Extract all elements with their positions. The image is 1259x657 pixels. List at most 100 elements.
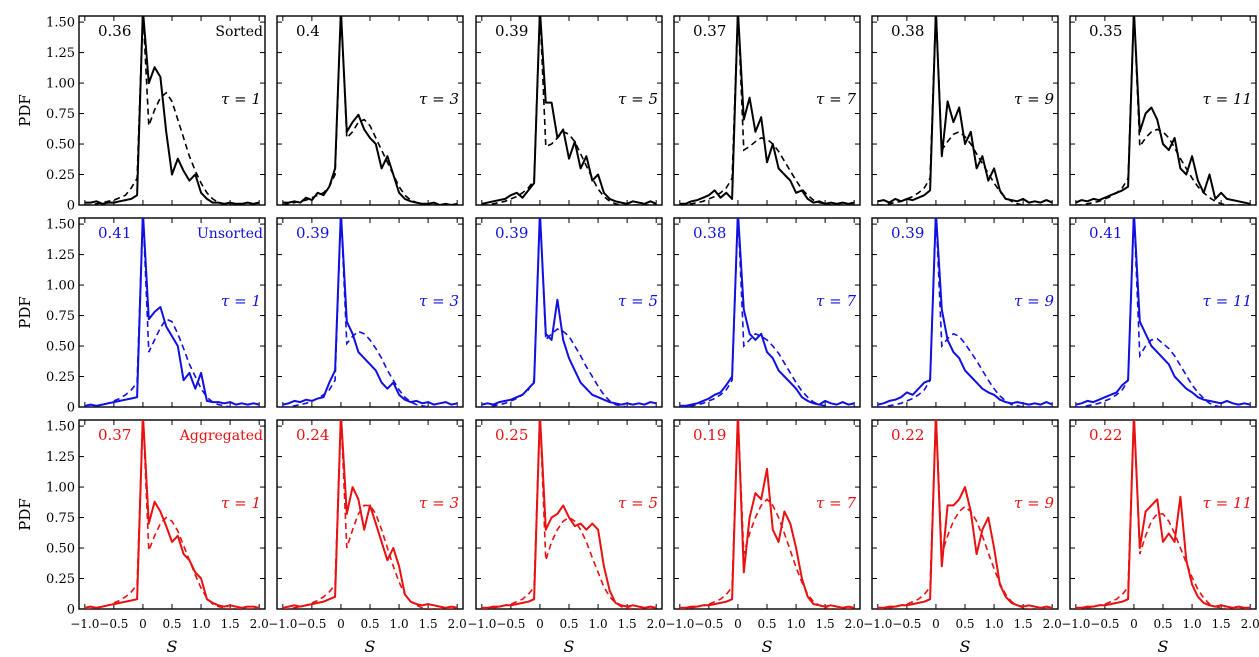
panel-stat-value: 0.39: [891, 224, 924, 242]
x-tick-label: 1.5: [1212, 617, 1231, 631]
fit-series-line: [282, 218, 458, 407]
tau-label: τ = 3: [419, 90, 459, 108]
data-series-line: [481, 420, 657, 609]
tau-label: τ = 3: [419, 292, 459, 310]
x-axis-label: S: [365, 637, 376, 656]
x-tick-label: 1.5: [221, 617, 240, 631]
x-tick-label: −1.0: [70, 617, 99, 631]
panel-aggregated-1: 0 0.25 0.50 0.75 1.00 1.25 1.50 −1.0 −0.5 0 0.5 1.0…: [46, 419, 269, 656]
row-name-label: Aggregated: [179, 428, 263, 444]
data-series-line: [877, 420, 1053, 609]
tau-label: τ = 1: [221, 292, 261, 310]
tau-label: τ = 11: [1203, 292, 1253, 310]
x-tick-label: 0: [932, 617, 940, 631]
x-tick-label: 1.0: [589, 617, 608, 631]
tau-label: τ = 7: [816, 494, 856, 512]
data-series-line: [84, 218, 260, 407]
panel-stat-value: 0.36: [98, 22, 131, 40]
x-tick-label: 2.0: [647, 617, 666, 631]
data-series-line: [877, 16, 1053, 204]
row-name-label: Sorted: [215, 24, 263, 40]
x-tick-label: −0.5: [1090, 617, 1119, 631]
fit-series-line: [1075, 16, 1251, 205]
panel-stat-value: 0.19: [693, 426, 726, 444]
tau-label: τ = 7: [816, 292, 856, 310]
panel-stat-value: 0.25: [495, 426, 528, 444]
x-tick-label: 1.5: [618, 617, 637, 631]
y-tick-label: 0: [67, 603, 75, 618]
x-axis-label: S: [1158, 637, 1169, 656]
x-tick-label: −0.5: [892, 617, 921, 631]
x-tick-label: 0: [734, 617, 742, 631]
y-tick-label: 0.25: [46, 572, 75, 587]
x-tick-label: −0.5: [496, 617, 525, 631]
data-series-line: [282, 16, 458, 205]
x-tick-label: 1.5: [419, 617, 438, 631]
x-tick-label: 1.0: [985, 617, 1004, 631]
y-tick-label: 0.75: [46, 511, 75, 526]
data-series-line: [1075, 16, 1251, 205]
y-tick-label: 1.50: [46, 16, 75, 31]
y-tick-label: 0.25: [46, 370, 75, 385]
panel-unsorted-3: 0.39 τ = 5: [475, 217, 663, 408]
panel-stat-value: 0.38: [891, 22, 924, 40]
panel-stat-value: 0.39: [296, 224, 329, 242]
panel-sorted-3: 0.39 τ = 5: [475, 15, 663, 206]
x-tick-label: −0.5: [694, 617, 723, 631]
x-tick-label: −0.5: [297, 617, 326, 631]
x-tick-label: 0.5: [162, 617, 181, 631]
panel-stat-value: 0.37: [693, 22, 726, 40]
x-axis-label: S: [762, 637, 773, 656]
panel-stat-value: 0.4: [296, 22, 320, 40]
tau-label: τ = 3: [419, 494, 459, 512]
x-tick-label: −1.0: [467, 617, 496, 631]
y-tick-label: 0.75: [46, 309, 75, 324]
x-tick-label: 2.0: [845, 617, 864, 631]
panel-unsorted-5: 0.39 τ = 9: [871, 217, 1059, 408]
tau-label: τ = 11: [1203, 494, 1253, 512]
y-tick-label: 0.75: [46, 107, 75, 122]
fit-series-line: [481, 420, 657, 609]
panel-stat-value: 0.24: [296, 426, 329, 444]
tau-label: τ = 11: [1203, 90, 1253, 108]
x-tick-label: −1.0: [268, 617, 297, 631]
fit-series-line: [84, 16, 260, 205]
x-tick-label: 1.0: [192, 617, 211, 631]
data-series-line: [679, 16, 855, 205]
x-tick-label: 2.0: [1043, 617, 1062, 631]
y-tick-label: 1.50: [46, 420, 75, 435]
x-tick-label: 0.5: [360, 617, 379, 631]
panel-aggregated-5: −1.0 −0.5 0 0.5 1.0 1.5 2.0 S 0.22 τ = 9: [863, 419, 1062, 656]
x-tick-label: 2.0: [250, 617, 269, 631]
x-tick-label: −1.0: [665, 617, 694, 631]
x-tick-label: 1.5: [816, 617, 835, 631]
fit-series-line: [877, 16, 1053, 205]
panel-stat-value: 0.22: [1089, 426, 1122, 444]
y-tick-label: 0.50: [46, 138, 75, 153]
tau-label: τ = 1: [221, 494, 261, 512]
panel-unsorted-4: 0.38 τ = 7: [673, 217, 861, 408]
fit-series-line: [84, 420, 260, 609]
x-tick-label: 0: [139, 617, 147, 631]
x-tick-label: 0: [337, 617, 345, 631]
x-tick-label: 1.0: [787, 617, 806, 631]
y-axis-label: PDF: [16, 296, 34, 329]
tau-label: τ = 9: [1014, 494, 1054, 512]
y-tick-label: 1.25: [46, 450, 75, 465]
panel-stat-value: 0.38: [693, 224, 726, 242]
panel-stat-value: 0.35: [1089, 22, 1122, 40]
y-tick-label: 1.25: [46, 46, 75, 61]
panel-stat-value: 0.41: [98, 224, 131, 242]
data-series-line: [84, 420, 260, 609]
x-tick-label: 0.5: [559, 617, 578, 631]
panel-aggregated-3: −1.0 −0.5 0 0.5 1.0 1.5 2.0 S 0.25 τ = 5: [467, 419, 666, 656]
x-tick-label: 2.0: [1241, 617, 1259, 631]
x-tick-label: 0.5: [1153, 617, 1172, 631]
y-tick-label: 0.50: [46, 340, 75, 355]
x-tick-label: −1.0: [863, 617, 892, 631]
data-series-line: [1075, 420, 1251, 609]
x-tick-label: −1.0: [1061, 617, 1090, 631]
panel-aggregated-4: −1.0 −0.5 0 0.5 1.0 1.5 2.0 S 0.19 τ = 7: [665, 419, 864, 656]
